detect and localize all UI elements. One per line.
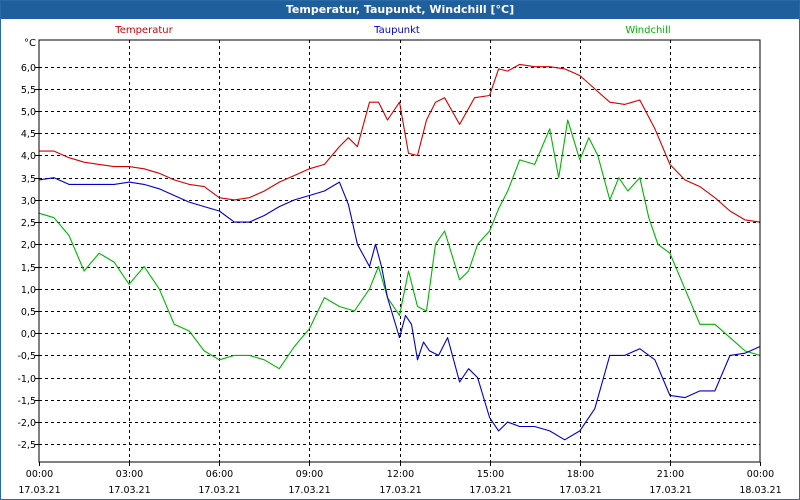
- x-tick-label-date: 17.03.21: [108, 485, 150, 496]
- x-tick-label-date: 17.03.21: [559, 485, 601, 496]
- y-tick-label: -1,5: [17, 396, 36, 407]
- y-tick-label: -2,0: [17, 418, 36, 429]
- x-tick-label-time: 09:00: [296, 469, 323, 480]
- x-tick-label-time: 12:00: [387, 469, 414, 480]
- series-line-temperatur: [39, 63, 761, 223]
- legend-windchill: Windchill: [625, 25, 670, 36]
- y-axis-label: °C: [24, 38, 36, 49]
- x-tick-label-date: 17.03.21: [198, 485, 240, 496]
- y-tick-label: 4,5: [21, 129, 36, 140]
- title-bar: [1, 1, 799, 19]
- x-tick-label-date: 17.03.21: [469, 485, 511, 496]
- y-tick-label: 1,5: [21, 263, 36, 274]
- y-tick-label: 3,0: [21, 196, 36, 207]
- y-tick-label: -1,0: [17, 374, 36, 385]
- y-tick-label: 4,0: [21, 151, 36, 162]
- axes: 6,0 5,5 5,0 4,5 4,0 3,5 3,0 2,5 2,0 1,5 1,0 0,5 0,0 -…: [17, 63, 781, 496]
- chart-title: Temperatur, Taupunkt, Windchill [°C]: [285, 3, 515, 16]
- x-tick-label-time: 03:00: [116, 469, 143, 480]
- y-tick-label: 2,0: [21, 240, 36, 251]
- x-tick-label-date: 17.03.21: [379, 485, 421, 496]
- x-tick-label-date: 18.03.21: [739, 485, 781, 496]
- legend-taupunkt: Taupunkt: [373, 25, 420, 36]
- series-line-windchill: [38, 119, 761, 370]
- series-group: [38, 63, 761, 441]
- x-tick-label-time: 00:00: [26, 469, 53, 480]
- y-tick-label: 5,5: [21, 85, 36, 96]
- x-tick-label-time: 15:00: [477, 469, 504, 480]
- series-line-taupunkt: [38, 177, 761, 441]
- x-tick-label-time: 00:00: [747, 469, 774, 480]
- y-tick-label: 2,5: [21, 218, 36, 229]
- y-tick-label: 6,0: [21, 63, 36, 74]
- x-tick-label-time: 21:00: [657, 469, 684, 480]
- x-tick-label-date: 17.03.21: [288, 485, 330, 496]
- x-tick-label-time: 18:00: [567, 469, 594, 480]
- x-tick-label-time: 06:00: [206, 469, 233, 480]
- y-tick-label: 0,5: [21, 307, 36, 318]
- grid: [39, 40, 760, 462]
- y-tick-label: -2,5: [17, 440, 36, 451]
- x-tick-label-date: 17.03.21: [649, 485, 691, 496]
- y-tick-label: 5,0: [21, 107, 36, 118]
- y-tick-label: 0,0: [21, 329, 36, 340]
- x-tick-label-date: 17.03.21: [18, 485, 60, 496]
- y-tick-label: -0,5: [17, 351, 36, 362]
- plot-border: [38, 39, 761, 463]
- y-tick-label: 1,0: [21, 285, 36, 296]
- plot-area: [39, 40, 760, 462]
- legend-temperatur: Temperatur: [114, 25, 173, 36]
- y-tick-label: 3,5: [21, 174, 36, 185]
